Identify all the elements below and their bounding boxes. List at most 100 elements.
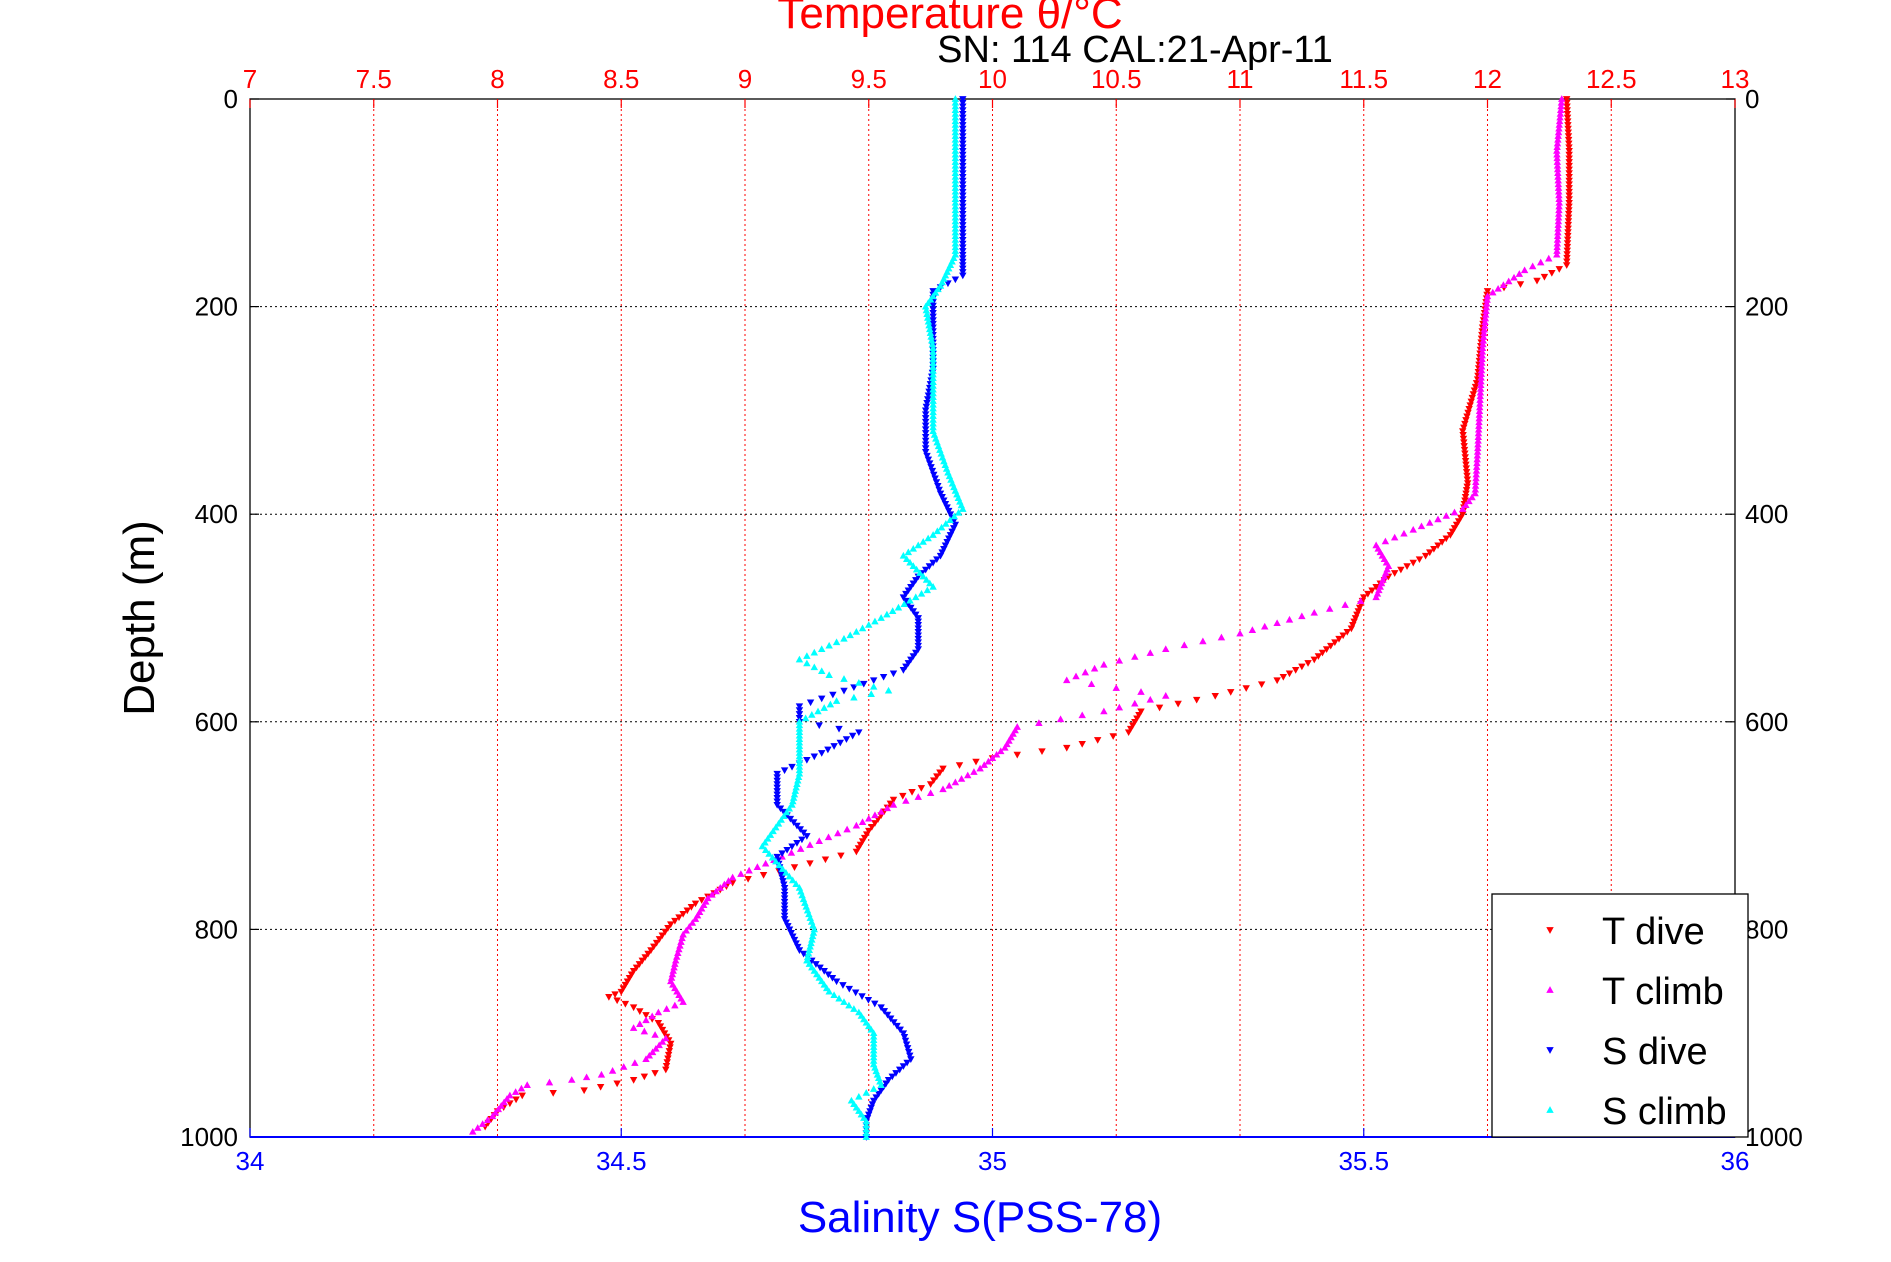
data-point	[902, 590, 910, 598]
data-point	[924, 299, 932, 307]
data-point	[1564, 118, 1572, 126]
data-point	[1461, 454, 1469, 461]
data-point	[1565, 151, 1573, 159]
data-point	[801, 714, 810, 722]
data-point	[904, 660, 913, 667]
data-point	[912, 649, 920, 657]
data-point	[914, 793, 922, 800]
data-point	[926, 579, 934, 587]
data-point	[1564, 221, 1573, 229]
data-point	[830, 991, 838, 999]
data-point	[629, 968, 638, 975]
data-point	[824, 833, 833, 841]
data-point	[788, 876, 797, 884]
data-point	[950, 525, 958, 532]
data-point	[843, 825, 851, 833]
data-point	[852, 821, 861, 829]
legend-marker	[1546, 1047, 1554, 1054]
data-point	[1285, 615, 1294, 623]
data-point	[789, 819, 798, 826]
data-point	[939, 765, 947, 773]
data-point	[879, 673, 888, 681]
data-point	[884, 1077, 893, 1084]
top-axis-tick-label: 9.5	[851, 64, 887, 94]
data-point	[929, 313, 937, 321]
data-point	[1463, 483, 1471, 491]
data-point	[941, 500, 950, 508]
data-point	[857, 1012, 866, 1019]
data-point	[860, 680, 868, 688]
data-point	[788, 763, 796, 771]
data-point	[779, 878, 787, 885]
data-point	[778, 850, 786, 858]
data-point	[877, 614, 885, 621]
data-point	[959, 505, 967, 512]
data-point	[1100, 707, 1108, 715]
data-point	[617, 988, 625, 996]
data-point	[1563, 254, 1571, 262]
data-point	[1279, 673, 1288, 681]
legend-label: T dive	[1602, 911, 1705, 953]
data-point	[682, 926, 690, 934]
data-point	[773, 798, 781, 806]
data-point	[929, 306, 937, 314]
data-point	[959, 155, 967, 163]
data-point	[874, 1090, 883, 1098]
data-point	[959, 225, 967, 233]
data-point	[1353, 611, 1361, 619]
data-point	[959, 110, 967, 118]
data-point	[1442, 535, 1450, 543]
data-point	[500, 1098, 508, 1106]
data-point	[1115, 656, 1124, 664]
data-point	[1227, 689, 1235, 696]
data-point	[855, 1008, 863, 1016]
data-point	[1565, 166, 1573, 174]
data-point	[1468, 394, 1477, 402]
data-point	[1298, 612, 1306, 620]
data-point	[1331, 639, 1339, 647]
data-point	[629, 1024, 638, 1031]
data-point	[904, 548, 913, 556]
data-point	[855, 729, 863, 736]
data-point	[629, 1077, 638, 1084]
data-point	[992, 750, 1001, 758]
data-point	[1335, 635, 1343, 643]
data-point	[629, 1004, 638, 1012]
data-point	[815, 722, 823, 730]
data-point	[1564, 229, 1572, 236]
data-point	[1454, 518, 1463, 525]
data-point	[860, 1114, 868, 1121]
data-point	[959, 199, 967, 207]
data-point	[545, 1078, 554, 1086]
data-point	[1448, 528, 1457, 536]
data-point	[839, 982, 847, 989]
data-point	[959, 136, 967, 144]
data-point	[896, 1026, 904, 1034]
data-point	[869, 1097, 878, 1105]
data-point	[1463, 480, 1472, 487]
data-point	[688, 919, 697, 926]
data-point	[780, 898, 789, 906]
data-point	[1565, 192, 1573, 200]
data-point	[761, 859, 770, 867]
data-point	[858, 624, 867, 632]
data-point	[1450, 525, 1459, 532]
left-axis-tick-label: 800	[195, 914, 238, 944]
right-axis-tick-label: 800	[1745, 914, 1788, 944]
chart-info-title: SN: 114 CAL:21-Apr-11	[937, 29, 1333, 71]
data-point	[867, 1104, 875, 1112]
data-point	[679, 910, 687, 918]
data-point	[899, 551, 908, 559]
data-point	[912, 565, 921, 573]
data-point	[914, 632, 922, 640]
data-point	[632, 964, 641, 972]
data-point	[1563, 107, 1571, 114]
bottom-axis-tick-label: 34	[236, 1146, 265, 1176]
data-point	[662, 1066, 670, 1074]
data-point	[847, 1096, 856, 1104]
data-point	[942, 520, 950, 527]
data-point	[1565, 196, 1573, 203]
data-point	[641, 954, 649, 961]
data-point	[1462, 469, 1471, 476]
